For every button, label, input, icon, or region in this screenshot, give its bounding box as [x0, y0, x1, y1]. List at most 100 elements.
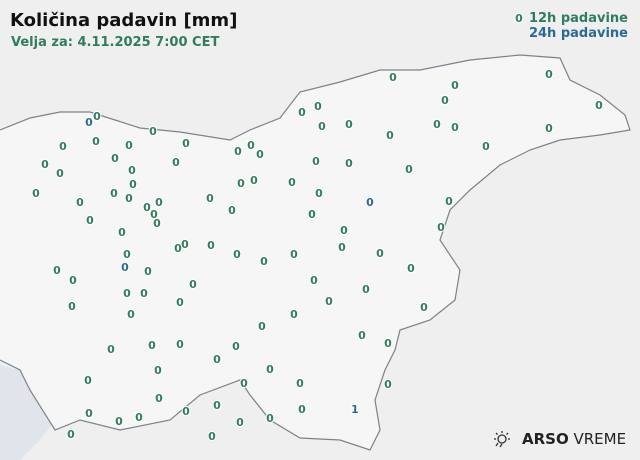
station-value-12h: 0	[234, 145, 242, 158]
station-value-12h: 0	[76, 196, 84, 209]
station-value-12h: 0	[123, 248, 131, 261]
station-value-12h: 0	[310, 274, 318, 287]
sun-rain-icon	[494, 431, 510, 448]
station-value-12h: 0	[143, 201, 151, 214]
station-value-12h: 0	[236, 416, 244, 429]
station-value-12h: 0	[298, 106, 306, 119]
station-value-12h: 0	[595, 99, 603, 112]
legend-12h: 12h padavine	[528, 11, 628, 26]
station-value-12h: 0	[207, 239, 215, 252]
station-value-12h: 0	[181, 238, 189, 251]
station-value-12h: 0	[155, 196, 163, 209]
station-value-12h: 0	[451, 121, 459, 134]
station-value-12h: 0	[69, 274, 77, 287]
station-value-12h: 0	[288, 176, 296, 189]
station-value-12h: 0	[340, 224, 348, 237]
station-value-12h: 0	[433, 118, 441, 131]
station-value-24h: 1	[351, 403, 359, 416]
station-value-12h: 0	[92, 135, 100, 148]
station-value-12h: 0	[107, 343, 115, 356]
station-value-12h: 0	[362, 283, 370, 296]
station-value-12h: 0	[59, 140, 67, 153]
station-value-12h: 0	[68, 300, 76, 313]
station-value-12h: 0	[148, 339, 156, 352]
station-value-12h: 0	[41, 158, 49, 171]
station-value-12h: 0	[56, 167, 64, 180]
station-value-12h: 0	[308, 208, 316, 221]
station-value-12h: 0	[32, 187, 40, 200]
station-value-12h: 0	[86, 214, 94, 227]
station-value-12h: 0	[441, 94, 449, 107]
station-value-12h: 0	[206, 192, 214, 205]
station-value-12h: 0	[314, 100, 322, 113]
station-value-12h: 0	[545, 122, 553, 135]
station-value-12h: 0	[260, 255, 268, 268]
station-value-12h: 0	[84, 374, 92, 387]
station-value-12h: 0	[182, 137, 190, 150]
station-value-24h: 0	[366, 196, 374, 209]
station-value-12h: 0	[110, 187, 118, 200]
station-value-12h: 0	[176, 296, 184, 309]
station-value-12h: 0	[118, 226, 126, 239]
station-value-12h: 0	[149, 125, 157, 138]
station-value-12h: 0	[290, 308, 298, 321]
station-value-12h: 0	[135, 411, 143, 424]
station-value-12h: 0	[266, 363, 274, 376]
station-value-12h: 0	[256, 148, 264, 161]
station-value-12h: 0	[233, 248, 241, 261]
station-value-12h: 0	[298, 403, 306, 416]
station-value-12h: 0	[315, 187, 323, 200]
station-value-12h: 0	[140, 287, 148, 300]
station-value-12h: 0	[115, 415, 123, 428]
station-value-12h: 0	[172, 156, 180, 169]
valid-time: Velja za: 4.11.2025 7:00 CET	[11, 35, 220, 50]
station-value-12h: 0	[545, 68, 553, 81]
station-value-12h: 0	[213, 353, 221, 366]
station-value-12h: 0	[127, 308, 135, 321]
station-value-12h: 0	[111, 152, 119, 165]
station-value-12h: 0	[247, 139, 255, 152]
map-title: Količina padavin [mm]	[10, 10, 238, 31]
station-value-12h: 0	[93, 110, 101, 123]
station-value-12h: 0	[515, 12, 523, 25]
station-value-12h: 0	[182, 405, 190, 418]
station-value-12h: 0	[174, 242, 182, 255]
station-value-12h: 0	[232, 340, 240, 353]
arso-logo[interactable]: ARSO VREME	[492, 430, 626, 448]
station-value-12h: 0	[407, 262, 415, 275]
station-value-12h: 0	[325, 295, 333, 308]
station-value-12h: 0	[338, 241, 346, 254]
logo-brand: ARSO	[522, 430, 569, 448]
station-value-12h: 0	[445, 195, 453, 208]
station-value-12h: 0	[405, 163, 413, 176]
station-value-12h: 0	[250, 174, 258, 187]
station-value-12h: 0	[312, 155, 320, 168]
station-values: 0 000 0 0 0 00 0 0 0 000 0 0 000 000 0 0 0 0 000 00 00 0 0 000 0…	[31, 11, 604, 444]
legend: 12h padavine 24h padavine	[529, 11, 628, 41]
station-value-12h: 0	[85, 407, 93, 420]
station-value-12h: 0	[67, 428, 75, 441]
station-value-12h: 0	[213, 399, 221, 412]
slovenia-border	[0, 54, 631, 451]
station-value-12h: 0	[420, 301, 428, 314]
station-value-12h: 0	[228, 204, 236, 217]
station-value-12h: 0	[123, 287, 131, 300]
station-value-12h: 0	[389, 71, 397, 84]
station-value-12h: 0	[153, 217, 161, 230]
station-value-12h: 0	[345, 118, 353, 131]
station-value-12h: 0	[176, 338, 184, 351]
station-value-12h: 0	[208, 430, 216, 443]
station-value-12h: 0	[125, 139, 133, 152]
station-value-12h: 0	[155, 392, 163, 405]
station-value-12h: 0	[150, 208, 158, 221]
station-value-12h: 0	[345, 157, 353, 170]
station-value-12h: 0	[318, 120, 326, 133]
station-value-12h: 0	[125, 192, 133, 205]
station-value-12h: 0	[53, 264, 61, 277]
station-value-12h: 0	[482, 140, 490, 153]
station-value-12h: 0	[386, 129, 394, 142]
legend-24h: 24h padavine	[528, 26, 628, 41]
station-value-12h: 0	[296, 377, 304, 390]
station-value-12h: 0	[189, 278, 197, 291]
